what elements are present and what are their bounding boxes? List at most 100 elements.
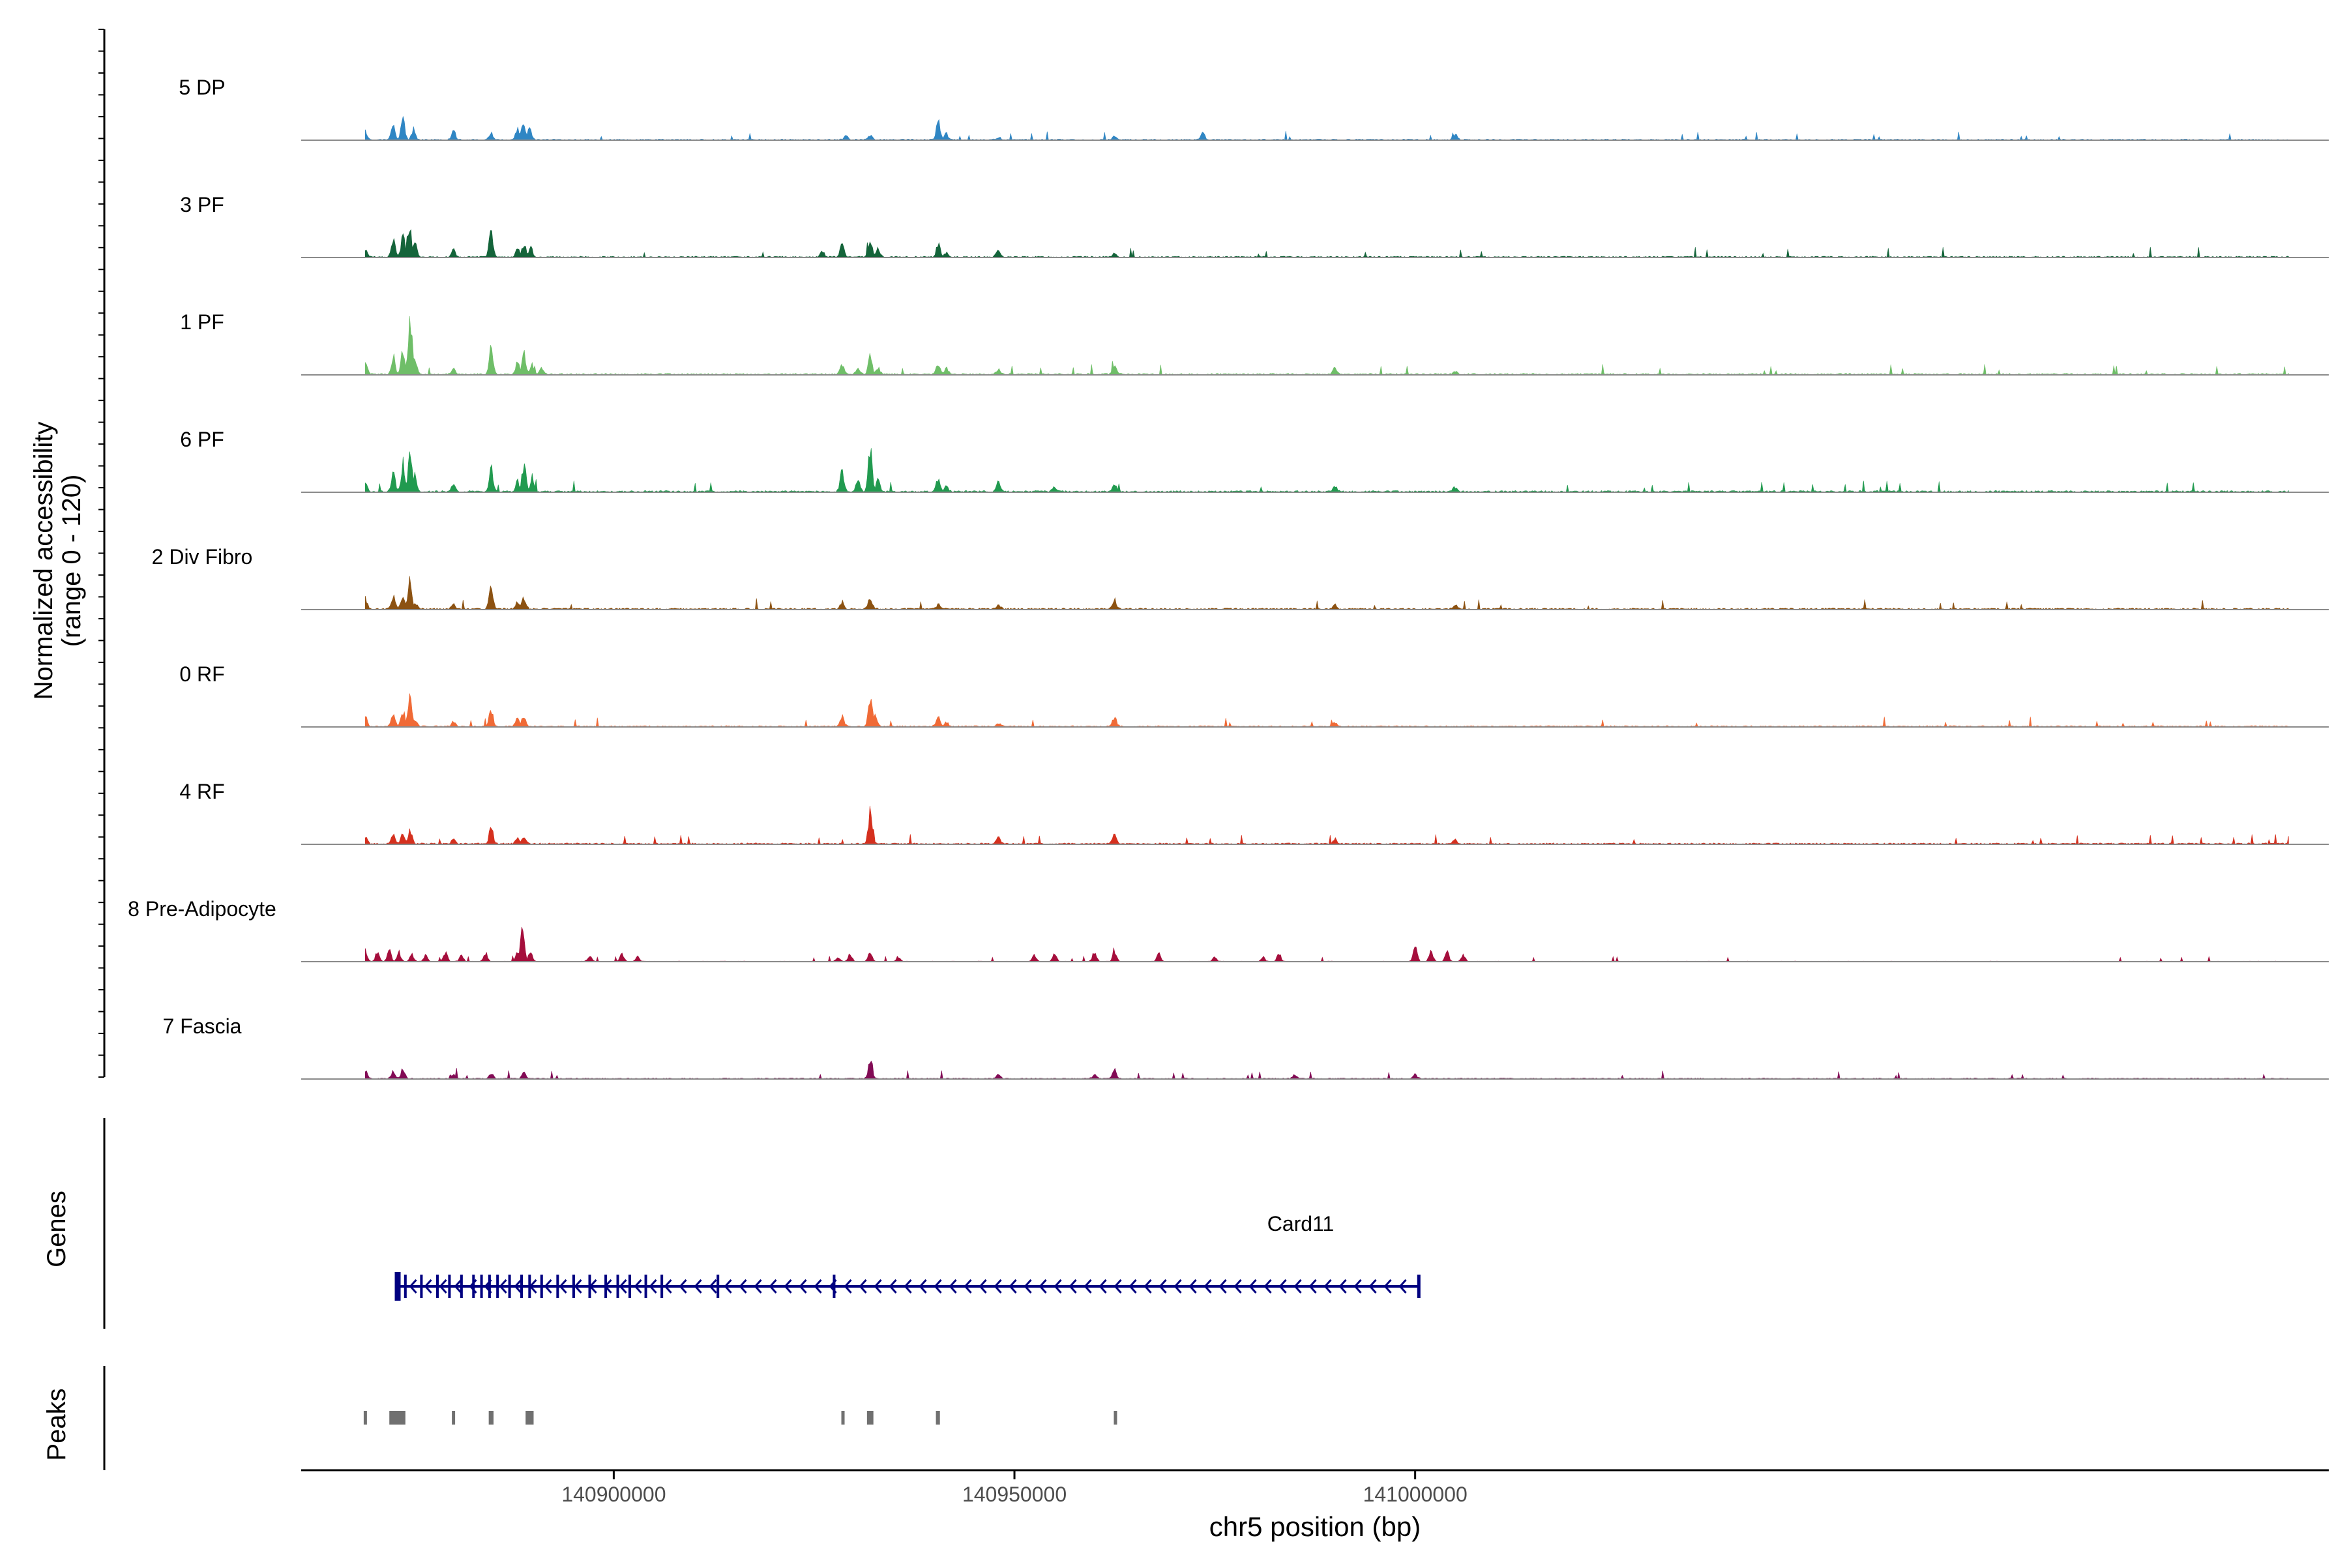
coverage-area-0-rf	[365, 693, 2290, 728]
coverage-area-6-pf	[365, 448, 2289, 493]
peak-region	[1114, 1411, 1117, 1425]
strand-chevron	[874, 1279, 882, 1294]
track-label-3-pf: 3 PF	[180, 193, 224, 216]
x-axis: 140900000 140950000 141000000	[98, 29, 2329, 1506]
peak-region	[452, 1411, 456, 1425]
gene-label: Card11	[1267, 1212, 1335, 1235]
track-label-0-rf: 0 RF	[179, 662, 224, 686]
peak-region	[363, 1411, 367, 1425]
track-label-6-pf: 6 PF	[180, 428, 224, 451]
gene-exon	[716, 1275, 720, 1298]
gene-exon	[572, 1275, 575, 1298]
gene-exon	[420, 1275, 423, 1298]
strand-chevron	[649, 1279, 657, 1294]
gene-exon	[644, 1275, 647, 1298]
strand-chevron	[1039, 1279, 1047, 1294]
y-axis-title-line2: (range 0 - 120)	[57, 475, 86, 647]
peak-track	[363, 1411, 1117, 1425]
gene-exon	[540, 1275, 543, 1298]
coverage-area-2-div-fibro	[365, 576, 2289, 610]
strand-chevron	[904, 1279, 912, 1294]
strand-chevron	[634, 1279, 642, 1294]
strand-chevron	[1009, 1279, 1017, 1294]
gene-exon	[508, 1275, 511, 1298]
peak-region	[866, 1411, 874, 1425]
strand-chevron	[1069, 1279, 1077, 1294]
gene-exon	[488, 1275, 491, 1298]
peak-region	[936, 1411, 940, 1425]
gene-exon	[460, 1275, 463, 1298]
coverage-area-8-pre-adipocyte	[365, 926, 2289, 962]
gene-exon	[556, 1275, 559, 1298]
strand-chevron	[739, 1279, 747, 1294]
coverage-area-3-pf	[365, 229, 2289, 258]
strand-chevron	[1203, 1279, 1212, 1294]
coverage-area-4-rf	[365, 805, 2289, 845]
strand-chevron	[1398, 1279, 1407, 1294]
strand-chevron	[1159, 1279, 1167, 1294]
strand-chevron	[1263, 1279, 1272, 1294]
gene-exon	[472, 1275, 475, 1298]
peak-region	[488, 1411, 494, 1425]
strand-chevron	[994, 1279, 1002, 1294]
strand-chevron	[1308, 1279, 1317, 1294]
track-label-2-div-fibro: 2 Div Fibro	[152, 545, 253, 569]
peak-region	[841, 1411, 845, 1425]
strand-chevron	[454, 1279, 462, 1294]
genes-track-label: Genes	[42, 1191, 71, 1267]
x-tick-label: 140950000	[962, 1483, 1067, 1506]
strand-chevron	[1174, 1279, 1182, 1294]
strand-chevron	[544, 1279, 552, 1294]
gene-exon-start	[1417, 1275, 1421, 1298]
strand-chevron	[1099, 1279, 1107, 1294]
track-label-1-pf: 1 PF	[180, 310, 224, 334]
strand-chevron	[1293, 1279, 1302, 1294]
strand-chevron	[784, 1279, 792, 1294]
strand-chevron	[964, 1279, 972, 1294]
coverage-area-1-pf	[365, 316, 2289, 376]
strand-chevron	[1054, 1279, 1062, 1294]
gene-exon	[660, 1275, 664, 1298]
strand-chevron	[1383, 1279, 1392, 1294]
strand-chevron	[709, 1279, 717, 1294]
gene-exon	[448, 1275, 451, 1298]
strand-chevron	[409, 1279, 417, 1294]
track-label-4-rf: 4 RF	[179, 780, 224, 803]
strand-chevron	[559, 1279, 567, 1294]
strand-chevron	[814, 1279, 822, 1294]
strand-chevron	[934, 1279, 942, 1294]
gene-exon	[528, 1275, 531, 1298]
peaks-track-label: Peaks	[42, 1388, 71, 1460]
strand-chevron	[1024, 1279, 1032, 1294]
y-axis-title-line1: Normalized accessibility	[29, 422, 58, 700]
strand-chevron	[949, 1279, 957, 1294]
x-tick-label: 140900000	[561, 1483, 666, 1506]
gene-exon	[435, 1275, 439, 1298]
gene-track	[394, 1272, 1421, 1301]
strand-chevron	[1338, 1279, 1347, 1294]
coverage-area-5-dp	[365, 116, 2290, 141]
gene-exon	[604, 1275, 608, 1298]
strand-chevron	[859, 1279, 867, 1294]
strand-chevron	[514, 1279, 522, 1294]
strand-chevron	[844, 1279, 852, 1294]
strand-chevron	[799, 1279, 807, 1294]
strand-chevron	[574, 1279, 582, 1294]
strand-chevron	[889, 1279, 897, 1294]
gene-exon	[404, 1275, 407, 1298]
strand-chevron	[424, 1279, 432, 1294]
strand-chevron	[1353, 1279, 1362, 1294]
track-label-7-fascia: 7 Fascia	[163, 1014, 242, 1038]
strand-chevron	[679, 1279, 687, 1294]
track-label-8-pre-adipocyte: 8 Pre-Adipocyte	[128, 897, 276, 921]
strand-chevron	[499, 1279, 507, 1294]
strand-chevron	[1323, 1279, 1332, 1294]
coverage-tracks: 5 DP 3 PF 1 PF 6 PF 2 Div Fibro 0 RF 4 RF 8 Pre…	[128, 76, 2329, 1080]
strand-chevron	[1278, 1279, 1287, 1294]
gene-exon	[833, 1275, 836, 1298]
gene-exon	[616, 1275, 619, 1298]
strand-chevron	[724, 1279, 732, 1294]
strand-chevron	[754, 1279, 762, 1294]
